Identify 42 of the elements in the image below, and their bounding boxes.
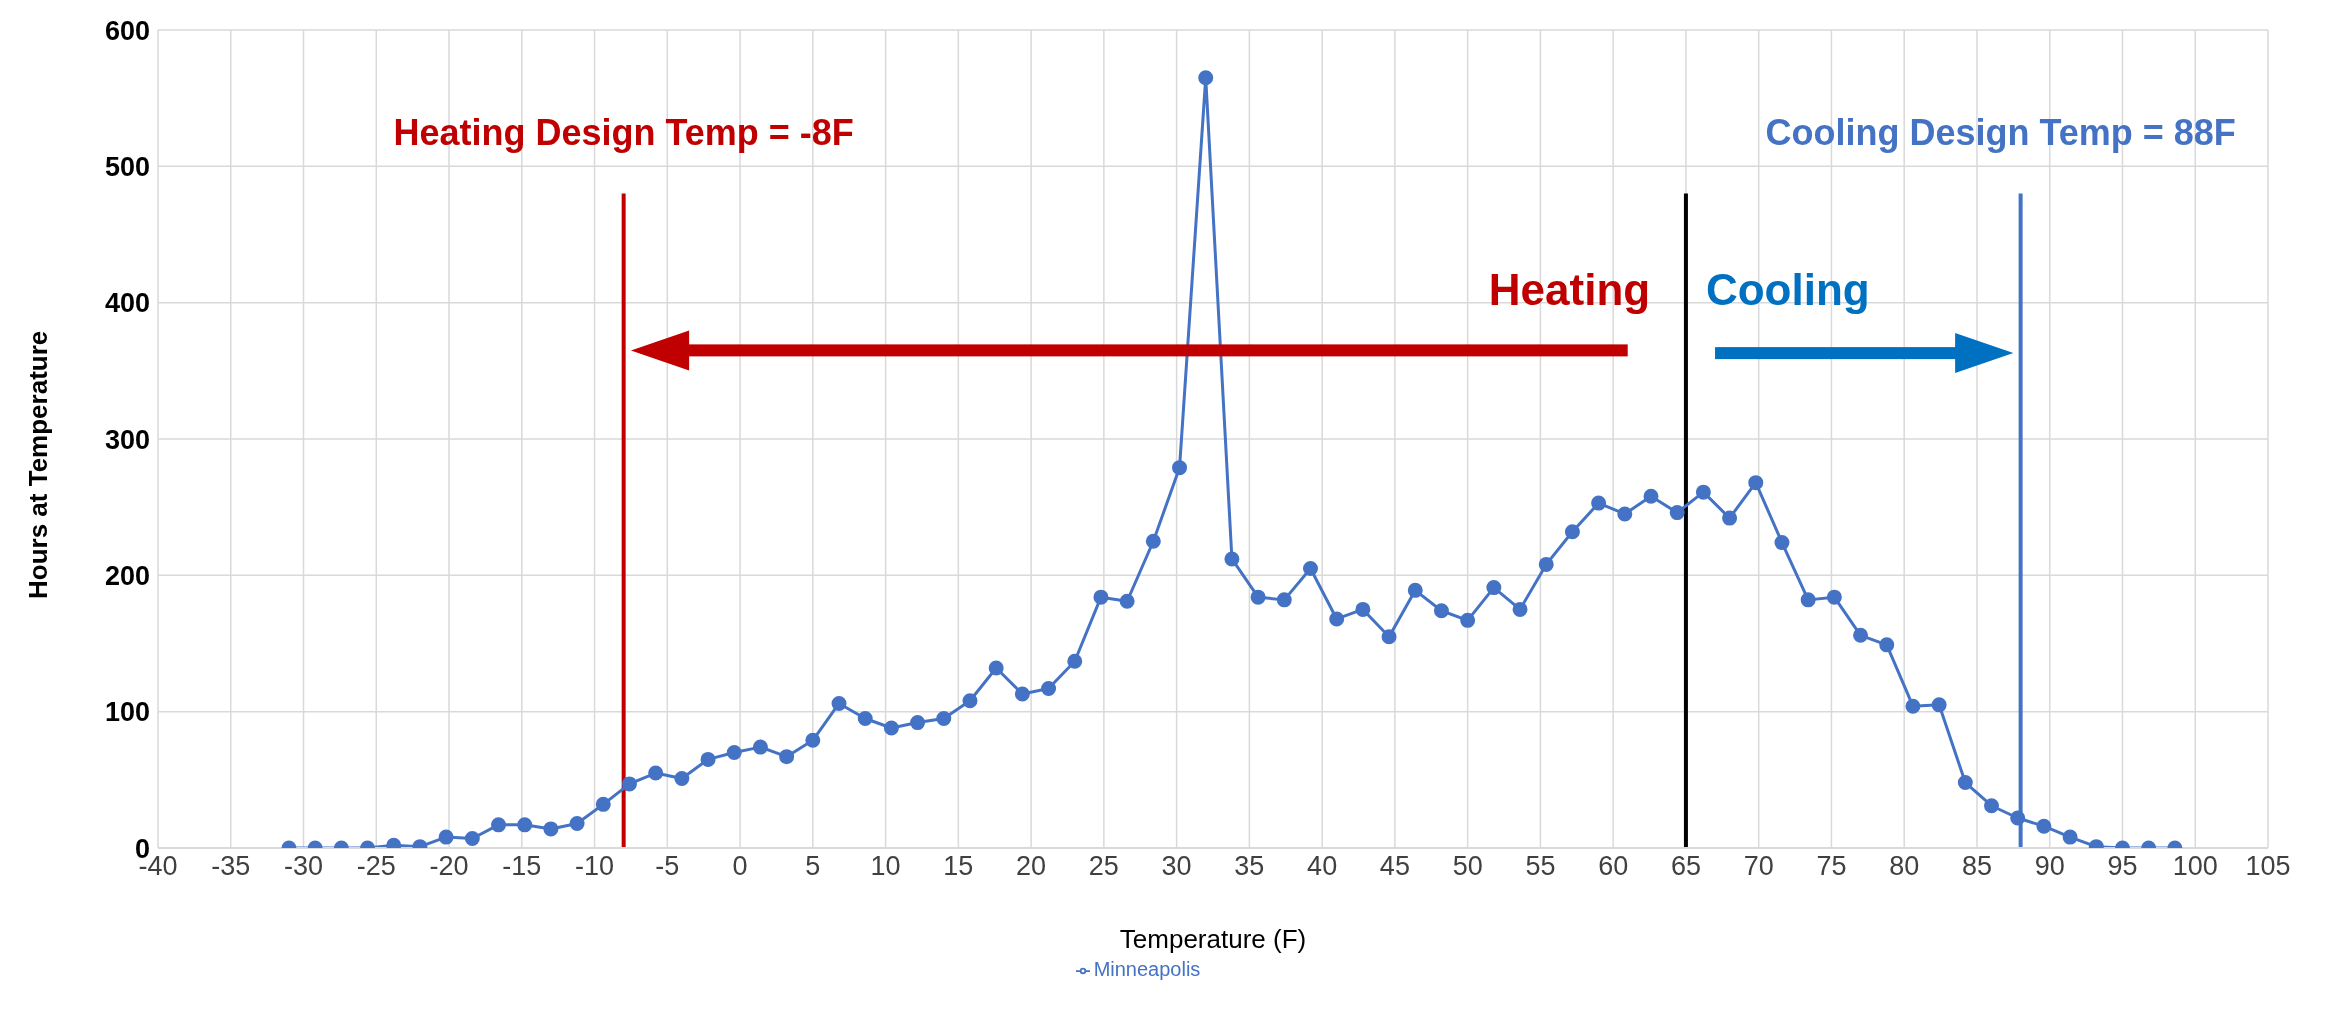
- x-tick-label: -35: [211, 851, 251, 882]
- x-tick-label: -15: [502, 851, 542, 882]
- x-tick-label: 0: [732, 851, 748, 882]
- x-tick-label: 20: [1016, 851, 1047, 882]
- x-tick-label: 30: [1161, 851, 1192, 882]
- x-tick-label: 15: [943, 851, 974, 882]
- x-tick-label: 65: [1670, 851, 1701, 882]
- x-tick-label: 60: [1598, 851, 1629, 882]
- x-tick-label: 95: [2107, 851, 2138, 882]
- x-tick-label: 80: [1889, 851, 1920, 882]
- y-axis-title: Hours at Temperature: [23, 330, 54, 599]
- x-tick-label: -5: [655, 851, 680, 882]
- x-tick-label: 50: [1452, 851, 1483, 882]
- x-tick-label: 40: [1307, 851, 1338, 882]
- x-tick-label: 55: [1525, 851, 1556, 882]
- x-tick-label: 90: [2034, 851, 2065, 882]
- x-tick-label: -30: [284, 851, 324, 882]
- x-tick-label: -25: [356, 851, 396, 882]
- x-tick-label: 100: [2172, 851, 2218, 882]
- y-tick-label: 200: [104, 560, 150, 591]
- ref-line-label: Heating Design Temp = -8F: [393, 111, 854, 153]
- x-tick-label: 5: [805, 851, 821, 882]
- x-tick-label: -10: [575, 851, 615, 882]
- x-axis-title: Temperature (F): [1119, 924, 1307, 954]
- x-tick-label: 25: [1088, 851, 1119, 882]
- x-tick-label: 85: [1961, 851, 1992, 882]
- x-tick-label: 105: [2245, 851, 2291, 882]
- y-tick-label: 600: [104, 15, 150, 46]
- x-tick-label: 70: [1743, 851, 1774, 882]
- annotation: Cooling: [1705, 265, 1870, 315]
- x-tick-label: 35: [1234, 851, 1265, 882]
- y-tick-label: 500: [104, 151, 150, 182]
- legend-label: Minneapolis: [1093, 958, 1201, 980]
- annotation: Heating: [1488, 265, 1651, 315]
- x-tick-label: 75: [1816, 851, 1847, 882]
- y-tick-label: 100: [104, 697, 150, 728]
- x-tick-label: 45: [1379, 851, 1410, 882]
- y-tick-label: 400: [104, 288, 150, 319]
- x-tick-label: 10: [870, 851, 901, 882]
- x-tick-label: -20: [429, 851, 469, 882]
- y-tick-label: 300: [104, 424, 150, 455]
- ref-line-label: Cooling Design Temp = 88F: [1765, 111, 2236, 153]
